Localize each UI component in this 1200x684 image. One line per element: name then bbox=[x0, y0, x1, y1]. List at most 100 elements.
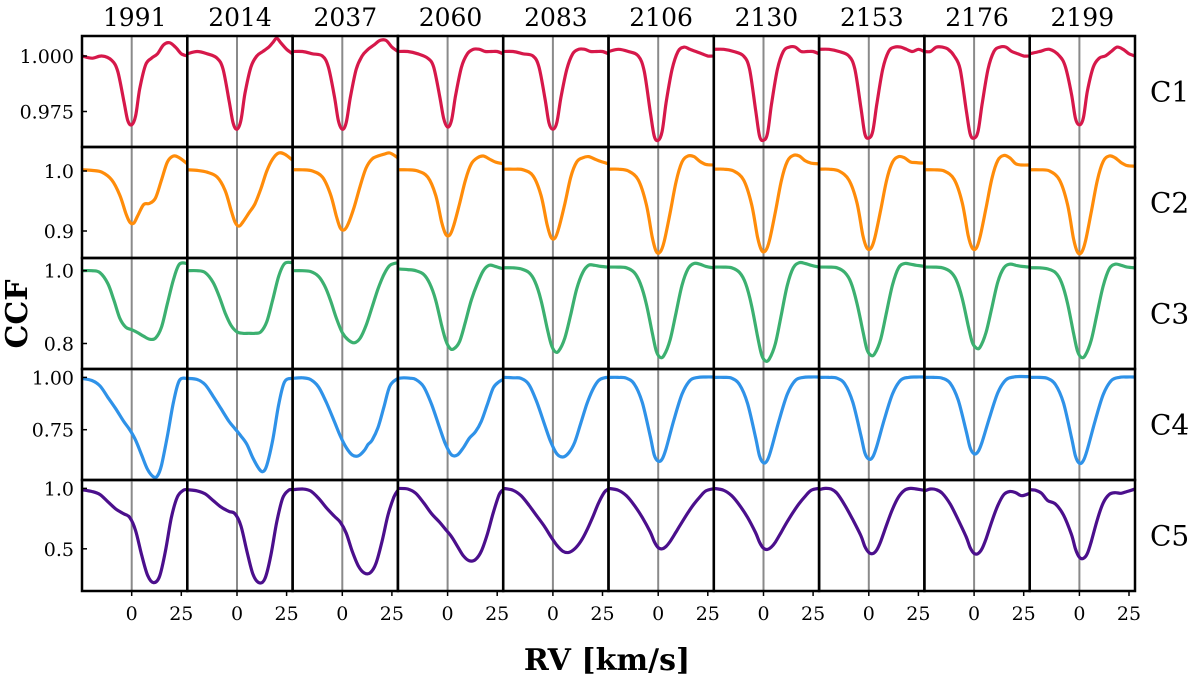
y-tick-labels: 1.000 0.975 1.0 0.9 1.0 0.8 1.00 0.75 1.0 0.5 bbox=[20, 46, 87, 561]
panel-frame bbox=[923, 478, 1031, 593]
y-tick-label: 0.75 bbox=[32, 420, 74, 442]
ccf-curve bbox=[713, 153, 820, 254]
ccf-curve bbox=[187, 151, 293, 228]
panels-layer bbox=[80, 34, 1137, 593]
ccf-curve bbox=[503, 47, 609, 131]
x-tick-label: 0 bbox=[231, 603, 243, 625]
ccf-curve bbox=[397, 486, 504, 563]
ccf-curve bbox=[503, 486, 609, 555]
ccf-curve bbox=[713, 486, 820, 552]
ccf-panel bbox=[712, 145, 821, 260]
ccf-panel bbox=[1028, 367, 1137, 482]
panel-frame bbox=[80, 256, 189, 371]
x-tick-label: 0 bbox=[652, 603, 664, 625]
ccf-panel bbox=[396, 367, 505, 482]
panel-frame bbox=[1028, 145, 1137, 260]
y-tick-label: 0.8 bbox=[44, 334, 74, 356]
ccf-curve bbox=[1029, 45, 1135, 127]
ccf-panel bbox=[923, 367, 1031, 482]
ccf-curve bbox=[292, 261, 398, 345]
ccf-panel bbox=[607, 145, 716, 260]
x-tick-label: 0 bbox=[757, 603, 769, 625]
x-tick-label: 25 bbox=[696, 603, 720, 625]
ccf-panel bbox=[291, 367, 400, 482]
ccf-curve bbox=[503, 375, 609, 459]
panel-frame bbox=[607, 145, 716, 260]
ccf-curve bbox=[819, 375, 925, 461]
ccf-curve bbox=[187, 260, 293, 336]
y-tick-label: 1.0 bbox=[44, 261, 74, 283]
ccf-panel bbox=[501, 34, 610, 149]
x-tick-label: 0 bbox=[442, 603, 454, 625]
x-tick-label: 25 bbox=[906, 603, 930, 625]
ccf-panel bbox=[607, 34, 716, 149]
ccf-panel bbox=[80, 145, 189, 260]
panel-frame bbox=[923, 367, 1031, 482]
epoch-title: 2130 bbox=[735, 3, 799, 32]
ccf-curve bbox=[292, 487, 398, 576]
ccf-panel bbox=[1028, 256, 1137, 371]
panel-frame bbox=[186, 478, 294, 593]
panel-frame bbox=[396, 256, 505, 371]
ccf-curve bbox=[819, 45, 925, 140]
ccf-curve bbox=[503, 154, 609, 241]
component-label: C1 bbox=[1150, 76, 1189, 109]
x-tick-label: 0 bbox=[968, 603, 980, 625]
x-tick-label: 25 bbox=[590, 603, 614, 625]
ccf-panel bbox=[186, 367, 294, 482]
x-tick-label: 25 bbox=[1117, 603, 1141, 625]
component-label: C3 bbox=[1150, 298, 1189, 331]
panel-frame bbox=[712, 145, 821, 260]
panel-frame bbox=[817, 145, 926, 260]
panel-frame bbox=[80, 478, 189, 593]
x-tick-label: 0 bbox=[863, 603, 875, 625]
x-tick-label: 0 bbox=[126, 603, 138, 625]
panel-frame bbox=[1028, 256, 1137, 371]
ccf-curve bbox=[1029, 154, 1135, 256]
ccf-panel bbox=[817, 367, 926, 482]
ccf-panel bbox=[501, 145, 610, 260]
epoch-title: 2106 bbox=[629, 3, 693, 32]
ccf-curve bbox=[397, 154, 504, 238]
ccf-curve bbox=[82, 376, 188, 480]
ccf-curve bbox=[608, 375, 714, 464]
panel-frame bbox=[396, 145, 505, 260]
ccf-panel bbox=[817, 145, 926, 260]
ccf-panel bbox=[923, 145, 1031, 260]
epoch-title: 2153 bbox=[840, 3, 904, 32]
ccf-curve bbox=[608, 261, 714, 360]
ccf-curve bbox=[608, 486, 714, 551]
ccf-panel bbox=[1028, 145, 1137, 260]
ccf-curve bbox=[82, 261, 188, 342]
ccf-panel bbox=[817, 478, 926, 593]
panel-frame bbox=[501, 367, 610, 482]
y-tick-label: 0.5 bbox=[44, 539, 74, 561]
ccf-panel bbox=[607, 478, 716, 593]
x-tick-label: 25 bbox=[380, 603, 404, 625]
ccf-curve bbox=[397, 47, 504, 129]
ccf-panel bbox=[186, 34, 294, 149]
panel-frame bbox=[501, 145, 610, 260]
ccf-panel bbox=[80, 367, 189, 482]
ccf-curve bbox=[292, 151, 398, 232]
y-tick-label: 1.000 bbox=[20, 46, 74, 68]
ccf-panel bbox=[501, 367, 610, 482]
y-tick-label: 1.0 bbox=[44, 478, 74, 500]
ccf-curve bbox=[82, 154, 188, 226]
panel-frame bbox=[80, 145, 189, 260]
epoch-title: 2037 bbox=[313, 3, 377, 32]
x-tick-label: 25 bbox=[169, 603, 193, 625]
panel-frame bbox=[817, 256, 926, 371]
ccf-curve bbox=[924, 374, 1030, 456]
x-tick-label: 0 bbox=[1073, 603, 1085, 625]
ccf-panel bbox=[291, 478, 400, 593]
x-tick-label: 25 bbox=[801, 603, 825, 625]
epoch-title: 1991 bbox=[103, 3, 167, 32]
y-axis-label: CCF bbox=[0, 279, 35, 348]
panel-frame bbox=[607, 367, 716, 482]
ccf-panel bbox=[1028, 478, 1137, 593]
ccf-curve bbox=[924, 44, 1030, 140]
ccf-curve bbox=[292, 376, 398, 458]
ccf-panel bbox=[396, 145, 505, 260]
y-tick-label: 1.00 bbox=[32, 367, 74, 389]
